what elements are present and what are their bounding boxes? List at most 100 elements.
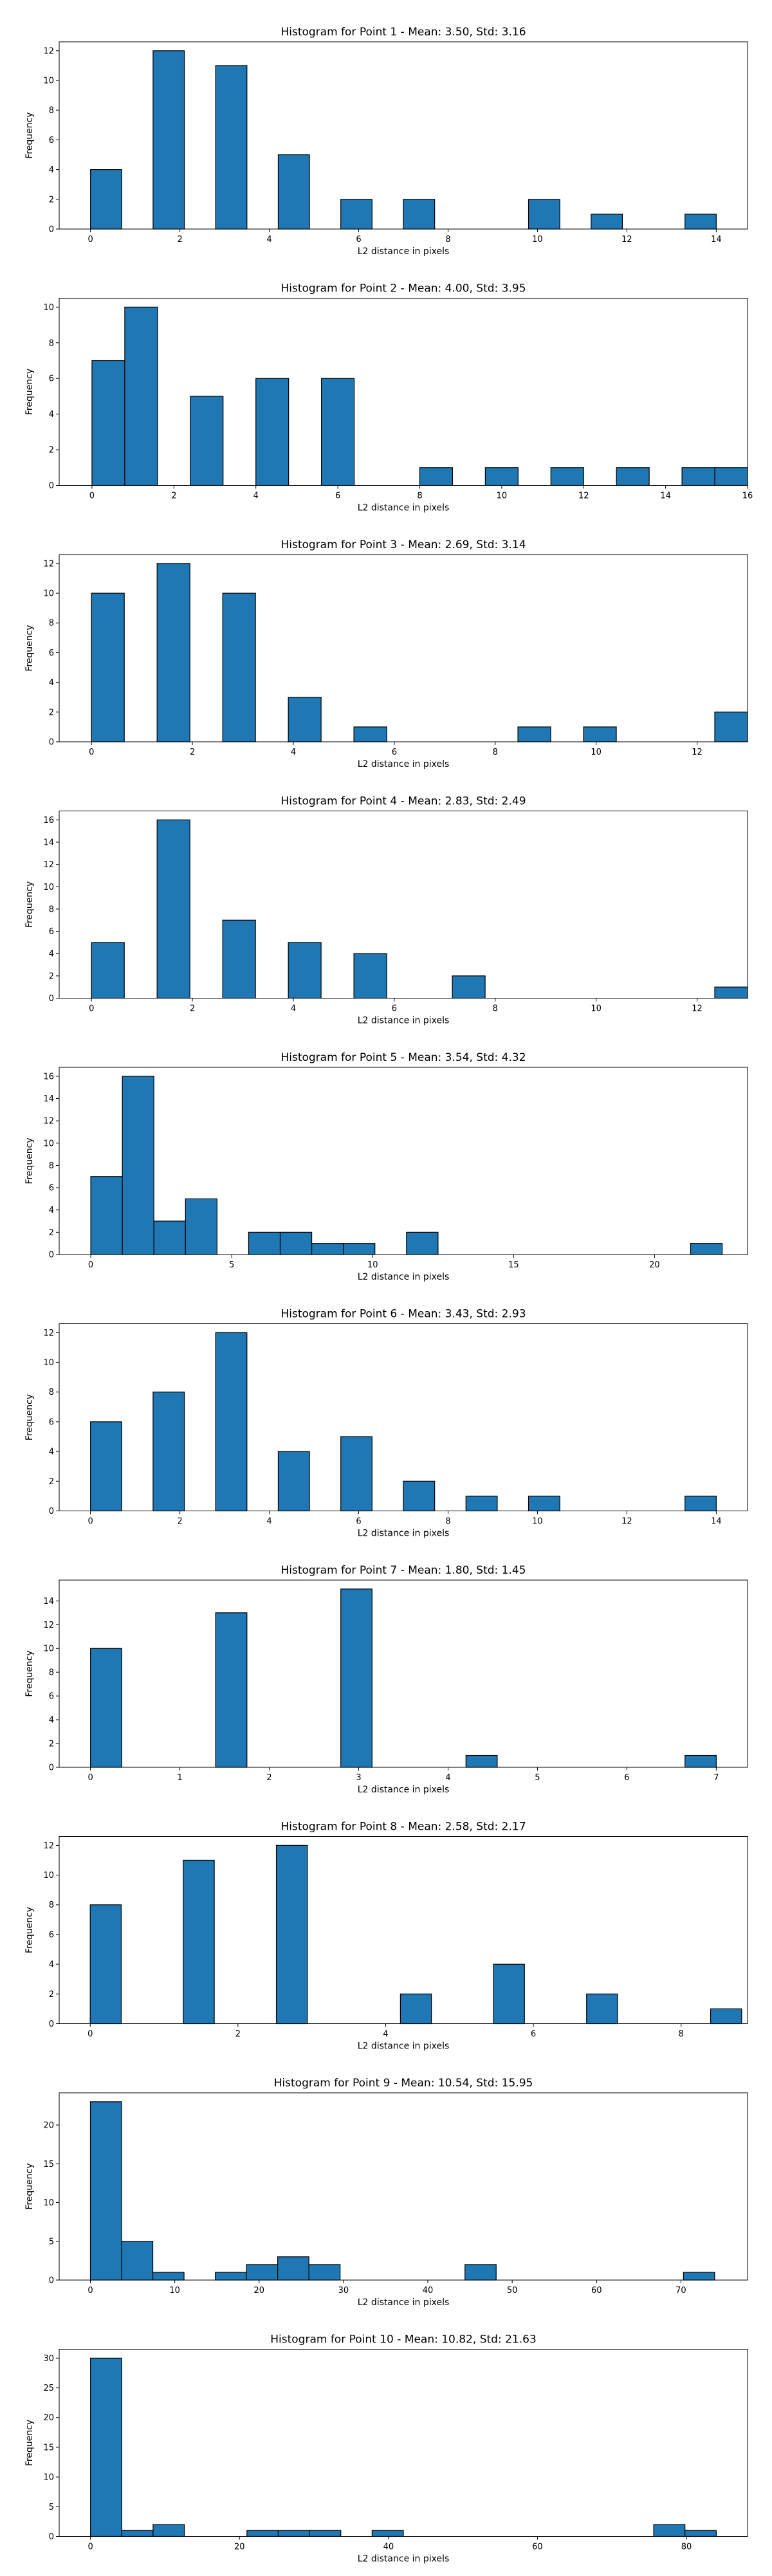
histogram-panel-5: Histogram for Point 5 - Mean: 3.54, Std:… bbox=[24, 1051, 748, 1282]
x-tick-label: 8 bbox=[493, 1004, 498, 1014]
x-tick-label: 4 bbox=[266, 235, 271, 244]
x-tick-label: 6 bbox=[531, 2030, 536, 2039]
x-tick-label: 0 bbox=[89, 748, 94, 757]
histogram-bar bbox=[465, 1495, 498, 1512]
histogram-bar bbox=[152, 1392, 185, 1512]
y-tick-label: 5 bbox=[49, 2503, 54, 2512]
y-tick-label: 4 bbox=[49, 410, 54, 419]
x-tick-label: 4 bbox=[445, 1773, 450, 1783]
y-tick-label: 0 bbox=[49, 994, 54, 1004]
histogram-bar bbox=[343, 1243, 376, 1255]
x-tick-label: 70 bbox=[676, 2286, 686, 2295]
y-tick-label: 12 bbox=[43, 46, 54, 56]
x-axis-label: L2 distance in pixels bbox=[358, 1785, 450, 1795]
histogram-bar bbox=[185, 1198, 217, 1255]
histogram-bar bbox=[246, 2264, 279, 2281]
histogram-panel-10: Histogram for Point 10 - Mean: 10.82, St… bbox=[24, 2333, 748, 2564]
y-axis-label: Frequency bbox=[24, 1137, 35, 1184]
y-tick-label: 10 bbox=[43, 303, 54, 313]
histogram-bar bbox=[683, 2272, 715, 2281]
y-tick-label: 20 bbox=[43, 2413, 54, 2423]
x-tick-label: 2 bbox=[190, 748, 195, 757]
x-tick-label: 15 bbox=[508, 1260, 519, 1270]
histogram-bar bbox=[493, 1964, 525, 2025]
x-tick-label: 20 bbox=[649, 1260, 660, 1270]
histogram-bar bbox=[248, 1231, 281, 1255]
y-tick-label: 2 bbox=[49, 708, 54, 717]
chart-title: Histogram for Point 8 - Mean: 2.58, Std:… bbox=[280, 1821, 526, 1834]
y-tick-label: 30 bbox=[43, 2354, 54, 2364]
histogram-bar bbox=[419, 467, 454, 486]
chart-title: Histogram for Point 1 - Mean: 3.50, Std:… bbox=[280, 26, 526, 39]
axes-frame bbox=[59, 1579, 748, 1768]
histogram-bar bbox=[321, 378, 355, 486]
x-tick-label: 10 bbox=[532, 235, 543, 244]
axes-frame bbox=[59, 1067, 748, 1255]
histogram-bar bbox=[353, 953, 387, 999]
y-tick-label: 15 bbox=[43, 2160, 54, 2169]
histogram-bar bbox=[714, 986, 748, 999]
histogram-bar bbox=[90, 1648, 122, 1768]
y-tick-label: 4 bbox=[49, 678, 54, 688]
histogram-bar bbox=[90, 2357, 122, 2537]
histogram-bar bbox=[277, 154, 310, 230]
histogram-bar bbox=[90, 1176, 123, 1255]
chart-title: Histogram for Point 2 - Mean: 4.00, Std:… bbox=[280, 282, 526, 295]
y-tick-label: 14 bbox=[43, 1094, 54, 1104]
histogram-bar bbox=[484, 467, 519, 486]
x-tick-label: 0 bbox=[87, 235, 93, 244]
y-tick-label: 12 bbox=[43, 1329, 54, 1338]
y-tick-label: 5 bbox=[49, 2237, 54, 2247]
histogram-bar bbox=[714, 712, 748, 742]
x-axis-label: L2 distance in pixels bbox=[358, 1272, 450, 1282]
y-tick-label: 10 bbox=[43, 1358, 54, 1368]
y-tick-label: 0 bbox=[49, 2532, 54, 2542]
axes-frame bbox=[59, 1836, 748, 2024]
y-axis-label: Frequency bbox=[24, 881, 35, 928]
chart-title: Histogram for Point 6 - Mean: 3.43, Std:… bbox=[280, 1308, 526, 1321]
axes-frame bbox=[59, 554, 748, 742]
x-tick-label: 4 bbox=[291, 748, 296, 757]
x-tick-label: 12 bbox=[578, 492, 589, 501]
histogram-bar bbox=[685, 214, 717, 230]
x-tick-label: 30 bbox=[338, 2286, 349, 2295]
y-tick-label: 6 bbox=[49, 374, 54, 384]
x-tick-label: 10 bbox=[591, 748, 602, 757]
y-tick-label: 4 bbox=[49, 950, 54, 959]
x-tick-label: 0 bbox=[87, 2286, 93, 2295]
histogram-bar bbox=[215, 1332, 248, 1512]
histogram-bar bbox=[690, 1243, 723, 1255]
x-axis-label: L2 distance in pixels bbox=[358, 246, 450, 257]
histogram-bar bbox=[340, 1588, 372, 1768]
x-axis-label: L2 distance in pixels bbox=[358, 2041, 450, 2052]
y-tick-label: 14 bbox=[43, 838, 54, 848]
histogram-bar bbox=[550, 467, 584, 486]
histogram-bar bbox=[353, 726, 387, 742]
x-tick-label: 5 bbox=[229, 1260, 234, 1270]
x-tick-label: 6 bbox=[335, 492, 340, 501]
histogram-bar bbox=[183, 1859, 215, 2025]
axes-frame bbox=[59, 811, 748, 998]
y-tick-label: 12 bbox=[43, 559, 54, 569]
histogram-bar bbox=[685, 1754, 717, 1768]
histogram-panel-2: Histogram for Point 2 - Mean: 4.00, Std:… bbox=[24, 282, 753, 513]
histogram-bar bbox=[616, 467, 650, 486]
x-tick-label: 12 bbox=[621, 1517, 632, 1527]
y-tick-label: 8 bbox=[49, 106, 54, 116]
y-axis-label: Frequency bbox=[24, 625, 35, 671]
y-tick-label: 8 bbox=[49, 1668, 54, 1678]
histogram-bar bbox=[215, 65, 248, 230]
histogram-bar bbox=[89, 2101, 122, 2281]
histogram-panel-3: Histogram for Point 3 - Mean: 2.69, Std:… bbox=[24, 538, 748, 769]
y-tick-label: 14 bbox=[43, 1597, 54, 1606]
y-tick-label: 6 bbox=[49, 1417, 54, 1427]
histogram-bar bbox=[309, 2530, 342, 2537]
x-tick-label: 14 bbox=[711, 235, 722, 244]
x-tick-label: 2 bbox=[171, 492, 176, 501]
x-tick-label: 60 bbox=[532, 2543, 543, 2552]
x-tick-label: 0 bbox=[87, 1773, 93, 1783]
histogram-bar bbox=[653, 2524, 686, 2537]
y-tick-label: 8 bbox=[49, 1388, 54, 1397]
y-axis-label: Frequency bbox=[24, 112, 35, 158]
y-tick-label: 0 bbox=[49, 1763, 54, 1773]
